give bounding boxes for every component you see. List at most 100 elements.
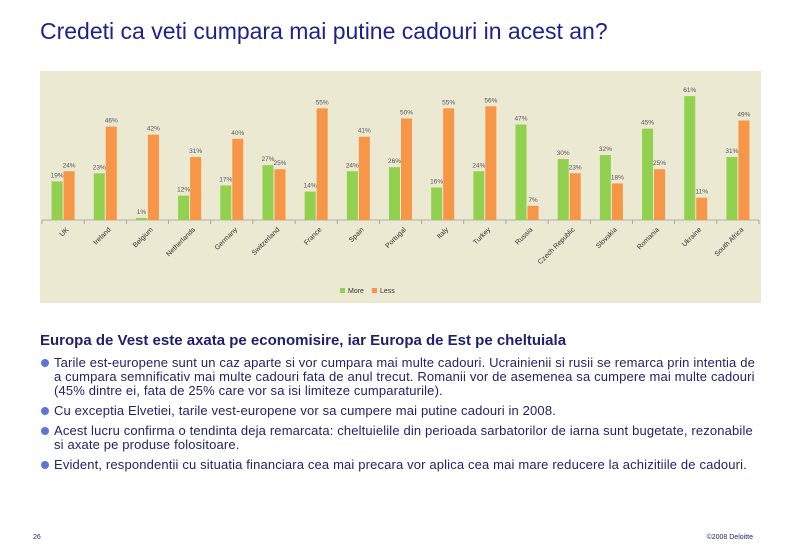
data-label-less: 25% (273, 160, 286, 167)
x-tick-label: Italy (436, 226, 450, 240)
bar-chart: 19% 24% UK 23% 46% Ireland 1% 42% Belgium 12% 31% N… (40, 71, 761, 303)
legend-swatch (372, 288, 377, 293)
data-label-less: 11% (695, 189, 708, 196)
bar-more (93, 173, 105, 220)
bar-more (262, 165, 274, 220)
data-label-less: 49% (737, 111, 750, 118)
bar-less (654, 169, 666, 220)
bullet-item: Evident, respondentii cu situatia financ… (40, 458, 760, 472)
x-tick-label: UK (59, 226, 71, 238)
slide-subtitle: Europa de Vest este axata pe economisire… (40, 332, 567, 349)
data-label-less: 31% (189, 148, 202, 155)
data-label-less: 41% (358, 128, 371, 135)
x-tick-label: Netherlands (165, 226, 197, 258)
data-label-more: 26% (388, 158, 401, 165)
bar-less (274, 169, 286, 220)
bar-more (642, 128, 654, 220)
bar-more (51, 181, 63, 220)
data-label-less: 7% (528, 197, 538, 204)
data-label-more: 23% (93, 164, 106, 171)
data-label-more: 45% (641, 120, 654, 127)
bar-more (220, 185, 232, 220)
legend-label: Less (380, 288, 395, 295)
x-tick-label: France (303, 226, 323, 246)
bar-less (401, 118, 412, 220)
bar-less (485, 106, 497, 220)
bullet-icon (41, 407, 49, 415)
bullet-icon (41, 359, 49, 367)
data-label-more: 47% (515, 116, 528, 123)
bullet-item: Acest lucru confirma o tendinta deja rem… (40, 424, 760, 452)
bar-less (527, 205, 539, 220)
data-label-less: 40% (231, 130, 244, 137)
bar-more (557, 159, 569, 220)
x-tick-label: Ireland (93, 226, 113, 246)
data-label-more: 30% (557, 150, 570, 157)
bar-less (232, 138, 244, 220)
data-label-less: 55% (316, 99, 329, 106)
bar-more (684, 96, 696, 220)
copyright-text: ©2008 Deloitte (706, 534, 753, 541)
bar-more (304, 191, 316, 220)
bar-more (389, 167, 400, 220)
x-tick-label: Germany (214, 226, 240, 252)
x-tick-label: Romania (636, 226, 661, 251)
data-label-more: 31% (725, 148, 738, 155)
bullet-item: Cu exceptia Elvetiei, tarile vest-europe… (40, 404, 760, 418)
data-label-less: 50% (400, 109, 413, 116)
bar-more (599, 155, 611, 220)
x-tick-label: Czech Republic (537, 226, 577, 266)
x-tick-label: Spain (348, 226, 366, 244)
slide-title: Credeti ca veti cumpara mai putine cadou… (40, 18, 608, 44)
data-label-less: 55% (442, 99, 455, 106)
data-label-more: 24% (472, 162, 485, 169)
x-tick-label: Slovakia (595, 226, 619, 250)
data-label-more: 14% (304, 183, 317, 190)
data-label-less: 46% (105, 118, 118, 125)
bullet-icon (41, 461, 49, 469)
legend-swatch (340, 288, 345, 293)
data-label-more: 27% (261, 156, 274, 163)
bar-less (147, 134, 159, 220)
bullet-icon (41, 427, 49, 435)
data-label-more: 12% (177, 187, 190, 194)
bar-more (135, 217, 147, 220)
bar-less (738, 120, 750, 220)
bar-less (63, 171, 75, 220)
bar-more (431, 187, 443, 220)
bar-more (178, 195, 190, 220)
bar-more (515, 124, 527, 220)
x-tick-label: Switzerland (251, 226, 282, 257)
x-tick-label: Turkey (472, 226, 492, 246)
bar-more (473, 171, 485, 220)
bar-less (316, 108, 328, 220)
x-tick-label: Ukraine (681, 226, 703, 248)
x-tick-label: Belgium (132, 226, 155, 249)
data-label-more: 61% (683, 87, 696, 94)
data-label-less: 24% (63, 162, 76, 169)
data-label-more: 19% (51, 172, 64, 179)
bullet-text: Acest lucru confirma o tendinta deja rem… (54, 423, 753, 452)
x-tick-label: Portugal (385, 226, 409, 250)
bar-less (190, 157, 202, 220)
data-label-more: 1% (137, 209, 147, 216)
chart-canvas: 19% 24% UK 23% 46% Ireland 1% 42% Belgium 12% 31% N… (41, 87, 760, 295)
data-label-more: 17% (219, 176, 232, 183)
data-label-less: 25% (653, 160, 666, 167)
bar-less (105, 126, 117, 220)
bullet-text: Tarile est-europene sunt un caz aparte s… (54, 355, 755, 398)
data-label-less: 42% (147, 126, 160, 133)
bar-less (696, 197, 708, 220)
bar-less (569, 173, 581, 220)
bullet-item: Tarile est-europene sunt un caz aparte s… (40, 356, 760, 398)
legend-label: More (348, 288, 364, 295)
bar-less (358, 136, 370, 220)
data-label-less: 18% (611, 174, 624, 181)
bar-less (443, 108, 455, 220)
data-label-more: 24% (346, 162, 359, 169)
data-label-less: 56% (484, 97, 497, 104)
x-tick-label: Russia (514, 226, 534, 246)
bullet-text: Cu exceptia Elvetiei, tarile vest-europe… (54, 403, 556, 418)
bar-more (726, 157, 738, 220)
data-label-more: 32% (599, 146, 612, 153)
